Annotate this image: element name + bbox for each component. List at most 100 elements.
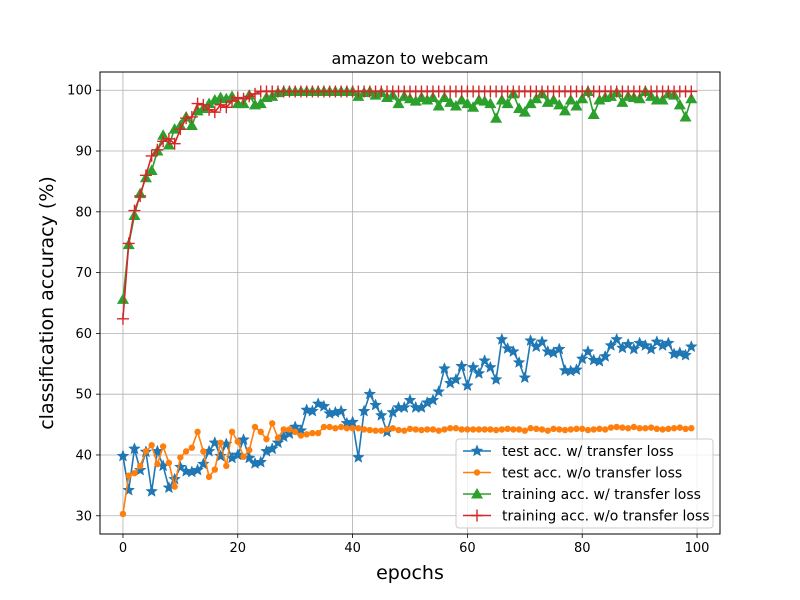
data-point bbox=[291, 428, 299, 436]
legend-label: training acc. w/o transfer loss bbox=[502, 509, 710, 525]
y-axis-label: classification accuracy (%) bbox=[36, 176, 58, 430]
legend-label: test acc. w/o transfer loss bbox=[502, 466, 682, 482]
data-point bbox=[596, 425, 603, 433]
data-point bbox=[332, 425, 339, 432]
data-point bbox=[501, 97, 514, 109]
data-point bbox=[409, 95, 422, 106]
legend-marker bbox=[471, 509, 483, 522]
legend: test acc. w/ transfer loss test acc. w/o … bbox=[455, 438, 714, 529]
data-point bbox=[357, 404, 371, 417]
data-point bbox=[590, 426, 597, 433]
data-point bbox=[673, 98, 686, 110]
data-point bbox=[326, 423, 333, 431]
data-point bbox=[116, 449, 130, 462]
data-point bbox=[424, 426, 431, 433]
data-point bbox=[513, 102, 526, 113]
data-point bbox=[136, 462, 144, 470]
data-point bbox=[679, 110, 692, 122]
data-point bbox=[214, 98, 227, 111]
data-point bbox=[452, 425, 460, 432]
data-point bbox=[449, 372, 463, 386]
data-point bbox=[570, 100, 583, 111]
data-point bbox=[116, 312, 129, 325]
data-point bbox=[157, 135, 170, 148]
data-point bbox=[510, 426, 517, 433]
y-tick-label: 70 bbox=[75, 266, 92, 281]
data-point bbox=[403, 393, 417, 406]
x-tick-label: 80 bbox=[574, 541, 591, 556]
data-point bbox=[552, 342, 566, 355]
data-point bbox=[575, 352, 589, 365]
data-point bbox=[142, 448, 150, 455]
data-point bbox=[412, 426, 419, 433]
x-tick-label: 40 bbox=[344, 541, 361, 556]
data-point bbox=[246, 446, 253, 454]
data-point bbox=[556, 426, 563, 433]
legend-marker bbox=[470, 444, 484, 457]
data-point bbox=[682, 425, 689, 433]
legend-label: test acc. w/ transfer loss bbox=[502, 444, 674, 460]
data-point bbox=[432, 100, 445, 111]
series-4 bbox=[116, 85, 698, 325]
data-point bbox=[177, 454, 184, 461]
data-point bbox=[604, 338, 618, 351]
y-tick-label: 50 bbox=[75, 388, 92, 403]
data-point bbox=[223, 462, 230, 470]
data-point bbox=[157, 129, 170, 140]
data-point bbox=[128, 442, 141, 455]
data-point bbox=[360, 426, 368, 433]
data-point bbox=[383, 426, 391, 433]
data-point bbox=[148, 442, 155, 449]
data-point bbox=[116, 293, 129, 304]
data-point bbox=[372, 427, 379, 434]
data-point bbox=[234, 438, 241, 445]
chart-title: amazon to webcam bbox=[331, 49, 488, 68]
data-point bbox=[349, 425, 356, 432]
data-point bbox=[627, 342, 641, 355]
data-point bbox=[633, 92, 646, 104]
data-point bbox=[122, 237, 135, 250]
data-point bbox=[567, 426, 574, 433]
data-point bbox=[182, 448, 190, 455]
data-point bbox=[607, 424, 615, 431]
series-2 bbox=[119, 420, 695, 518]
data-point bbox=[438, 361, 451, 375]
data-point bbox=[162, 132, 175, 145]
x-tick-label: 100 bbox=[685, 541, 710, 556]
data-point bbox=[280, 426, 287, 433]
data-point bbox=[495, 93, 508, 105]
data-point bbox=[490, 112, 503, 123]
data-point bbox=[616, 96, 629, 107]
data-point bbox=[168, 123, 181, 134]
data-point bbox=[518, 371, 532, 384]
data-point bbox=[673, 346, 687, 359]
data-point bbox=[429, 426, 437, 433]
data-point bbox=[601, 426, 609, 433]
data-point bbox=[665, 425, 672, 433]
data-point bbox=[217, 439, 224, 447]
data-point bbox=[196, 457, 210, 470]
data-point bbox=[484, 360, 497, 373]
data-point bbox=[134, 190, 147, 203]
series-1 bbox=[116, 332, 698, 497]
data-point bbox=[670, 425, 678, 432]
x-tick-label: 20 bbox=[230, 541, 247, 556]
data-point bbox=[619, 424, 626, 431]
y-tick-label: 30 bbox=[75, 509, 92, 524]
data-point bbox=[610, 332, 624, 345]
data-point bbox=[297, 432, 305, 439]
data-point bbox=[165, 459, 173, 467]
data-point bbox=[461, 378, 474, 392]
data-point bbox=[559, 104, 571, 116]
data-point bbox=[254, 97, 267, 109]
data-point bbox=[145, 149, 158, 162]
data-point bbox=[547, 93, 560, 105]
data-point bbox=[303, 431, 310, 438]
data-point bbox=[685, 92, 698, 104]
data-point bbox=[366, 426, 374, 434]
data-point bbox=[122, 483, 136, 496]
data-point bbox=[444, 96, 457, 107]
data-point bbox=[495, 332, 509, 345]
data-point bbox=[481, 426, 488, 433]
